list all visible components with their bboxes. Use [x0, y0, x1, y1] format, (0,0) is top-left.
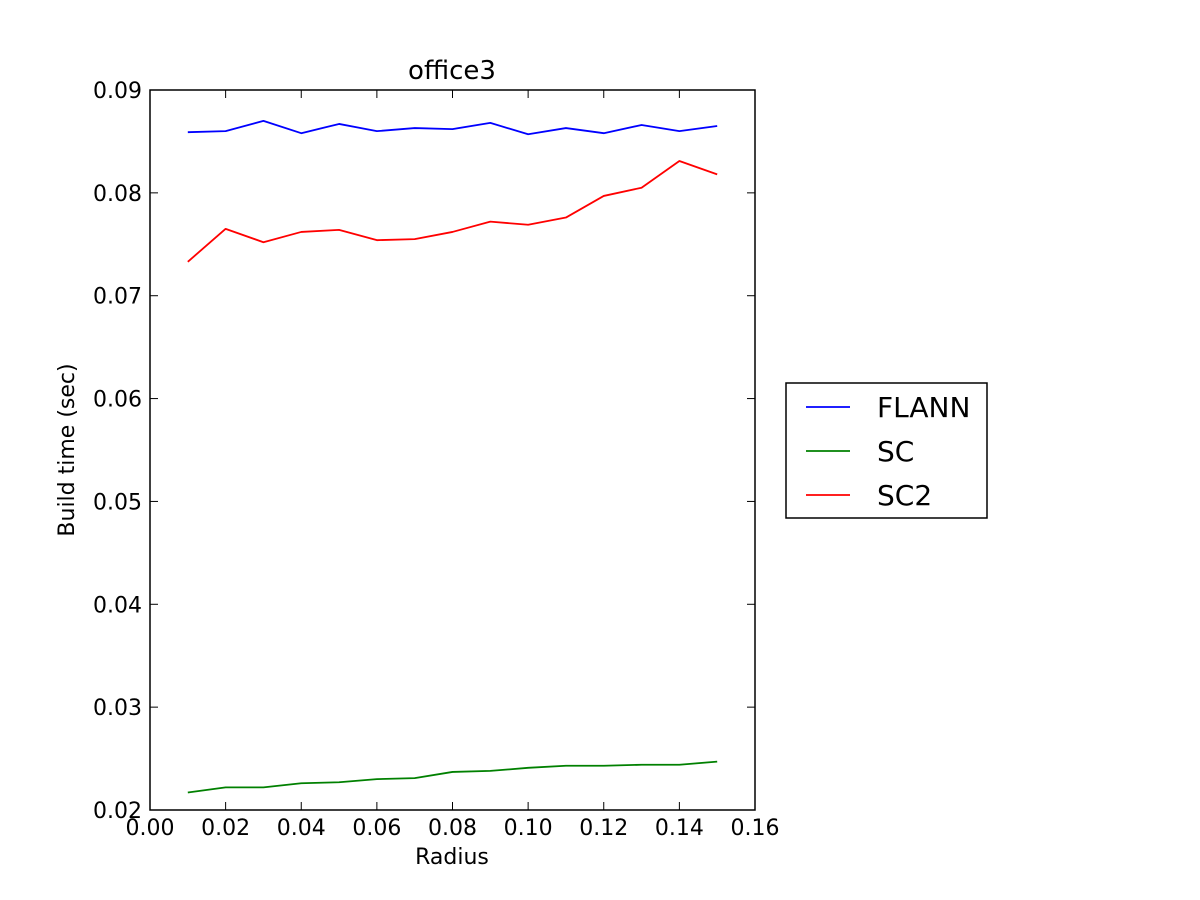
y-tick-label: 0.09 — [93, 79, 142, 104]
legend-label-sc2: SC2 — [877, 479, 932, 512]
plot-background — [150, 90, 755, 810]
x-tick-label: 0.02 — [201, 816, 250, 841]
series-line-flann — [187, 119, 718, 136]
y-tick-labels: 0.02 0.03 0.04 0.05 0.06 0.07 0.08 0.09 — [93, 79, 142, 824]
legend-entries: FLANN SC SC2 — [806, 391, 970, 512]
legend-label-flann: FLANN — [877, 391, 970, 424]
series-line-sc — [187, 760, 718, 794]
x-tick-label: 0.04 — [277, 816, 326, 841]
y-tick-label: 0.03 — [93, 696, 142, 721]
plot-frame — [149, 89, 756, 811]
x-tick-label: 0.10 — [504, 816, 553, 841]
x-tick-label: 0.12 — [579, 816, 628, 841]
series-layer — [187, 119, 718, 794]
y-tick-label: 0.04 — [93, 593, 142, 618]
y-axis-label: Build time (sec) — [55, 363, 80, 536]
x-tick-label: 0.00 — [126, 816, 175, 841]
x-tick-label: 0.06 — [352, 816, 401, 841]
legend-label-sc: SC — [877, 435, 914, 468]
x-tick-label: 0.14 — [655, 816, 704, 841]
y-tick-label: 0.08 — [93, 182, 142, 207]
x-tick-labels: 0.00 0.02 0.04 0.06 0.08 0.10 0.12 0.14 0.16 — [126, 816, 780, 841]
y-tick-label: 0.02 — [93, 799, 142, 824]
plot-area — [149, 89, 756, 811]
chart-title: office3 — [408, 56, 496, 86]
y-tick-label: 0.06 — [93, 388, 142, 413]
x-tick-label: 0.16 — [731, 816, 780, 841]
x-tick-label: 0.08 — [428, 816, 477, 841]
y-tick-label: 0.05 — [93, 490, 142, 515]
y-tick-label: 0.07 — [93, 285, 142, 310]
series-line-sc2 — [187, 160, 718, 263]
x-axis-label: Radius — [415, 845, 489, 870]
legend: FLANN SC SC2 — [785, 382, 988, 519]
